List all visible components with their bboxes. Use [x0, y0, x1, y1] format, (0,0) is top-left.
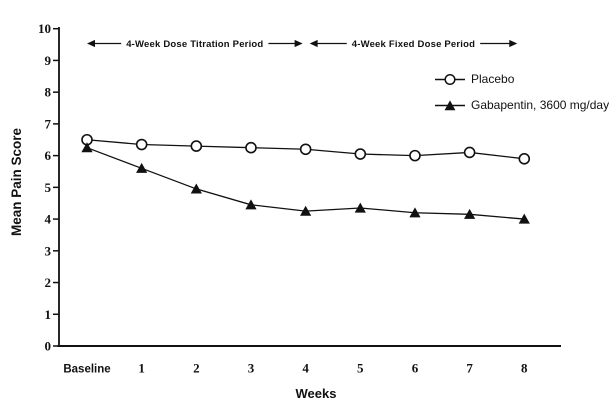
placebo-marker-icon [435, 73, 465, 85]
arrow-left-icon [309, 39, 318, 48]
legend-label-placebo: Placebo [471, 72, 515, 86]
x-tick-label: 5 [357, 361, 364, 376]
series-gabapentin-3600-mg-day [81, 142, 530, 224]
data-point-placebo [190, 140, 203, 152]
x-tick-label: 1 [138, 361, 145, 376]
data-point-gabapentin-3600-mg-day [354, 202, 366, 213]
y-tick-label: 0 [45, 339, 52, 354]
data-point-gabapentin-3600-mg-day [518, 213, 530, 224]
annotation-label: 4-Week Fixed Dose Period [352, 39, 475, 50]
legend-item-gabapentin: Gabapentin, 3600 mg/day [433, 92, 609, 118]
arrow-right-icon [509, 39, 518, 48]
arrow-left-icon [87, 39, 95, 48]
annotation-2: 4-Week Fixed Dose Period [309, 39, 518, 50]
series-placebo [81, 133, 531, 165]
x-tick-label: 6 [412, 361, 419, 376]
data-point-gabapentin-3600-mg-day [300, 205, 312, 216]
data-point-placebo [518, 152, 531, 165]
y-tick-label: 10 [38, 21, 51, 36]
annotation-label: 4-Week Dose Titration Period [126, 39, 263, 50]
annotation-1: 4-Week Dose Titration Period [87, 39, 303, 50]
y-tick-label: 9 [45, 53, 52, 68]
y-tick-label: 5 [45, 180, 52, 195]
gabapentin-marker-icon [435, 99, 465, 110]
data-point-placebo [299, 143, 312, 156]
y-tick-group: 0 1 2 3 4 5 6 7 8 9 10 [38, 21, 59, 354]
y-tick-label: 7 [45, 116, 52, 131]
x-tick-label: 3 [248, 361, 255, 376]
data-point-gabapentin-3600-mg-day [136, 162, 148, 173]
legend-label-gabapentin: Gabapentin, 3600 mg/day [471, 98, 610, 112]
y-axis-title: Mean Pain Score [9, 127, 24, 236]
data-point-placebo [135, 138, 148, 151]
y-tick-label: 8 [45, 85, 52, 100]
x-axis-title: Weeks [296, 386, 337, 401]
arrow-right-icon [294, 39, 303, 48]
x-tick-label: 7 [466, 361, 473, 376]
y-tick-label: 3 [45, 243, 52, 258]
x-tick-label: Baseline [63, 364, 110, 376]
x-tick-label: 2 [193, 361, 200, 376]
y-tick-label: 2 [45, 275, 52, 290]
data-point-placebo [354, 148, 367, 160]
y-tick-label: 4 [45, 212, 52, 227]
y-tick-label: 1 [45, 307, 52, 322]
legend: Placebo Gabapentin, 3600 mg/day [433, 66, 609, 118]
data-point-placebo [463, 146, 476, 159]
data-point-placebo [409, 149, 421, 162]
data-point-gabapentin-3600-mg-day [464, 208, 476, 219]
data-point-gabapentin-3600-mg-day [245, 199, 257, 210]
x-tick-group: Baseline 1 2 3 4 5 6 7 8 [63, 361, 528, 376]
y-tick-label: 6 [45, 148, 52, 163]
data-point-gabapentin-3600-mg-day [409, 207, 421, 218]
x-tick-label: 8 [521, 361, 528, 376]
x-tick-label: 4 [302, 361, 309, 376]
legend-item-placebo: Placebo [433, 66, 609, 92]
data-point-placebo [245, 141, 257, 154]
data-point-gabapentin-3600-mg-day [190, 183, 202, 194]
data-point-gabapentin-3600-mg-day [81, 142, 93, 153]
